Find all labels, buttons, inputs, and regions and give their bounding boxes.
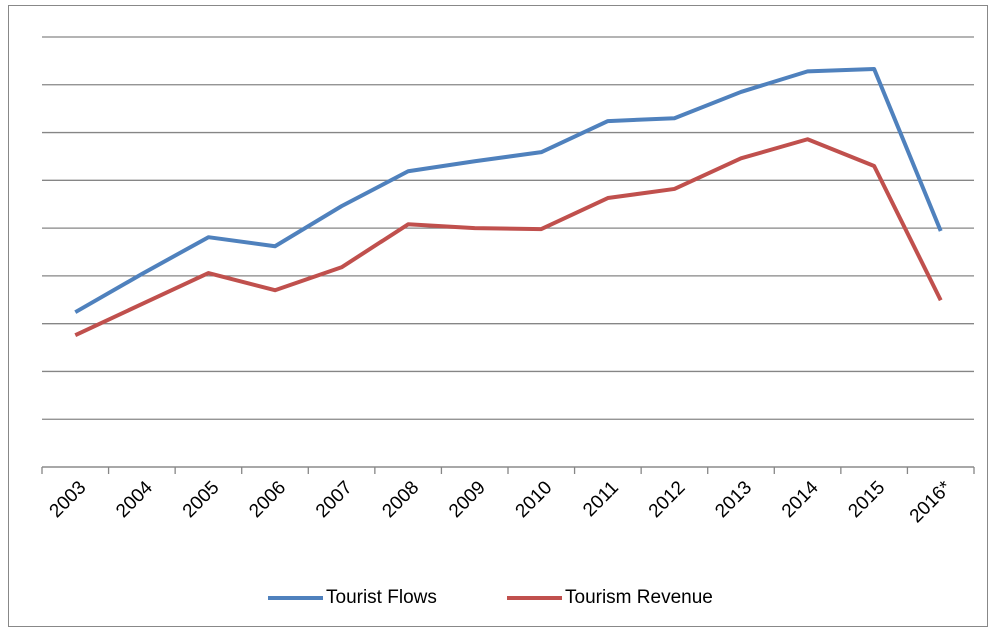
legend-label: Tourist Flows [326,587,437,608]
chart-frame [8,5,988,627]
legend-label: Tourism Revenue [565,587,713,608]
line-series [74,137,943,337]
line-series [74,67,943,314]
